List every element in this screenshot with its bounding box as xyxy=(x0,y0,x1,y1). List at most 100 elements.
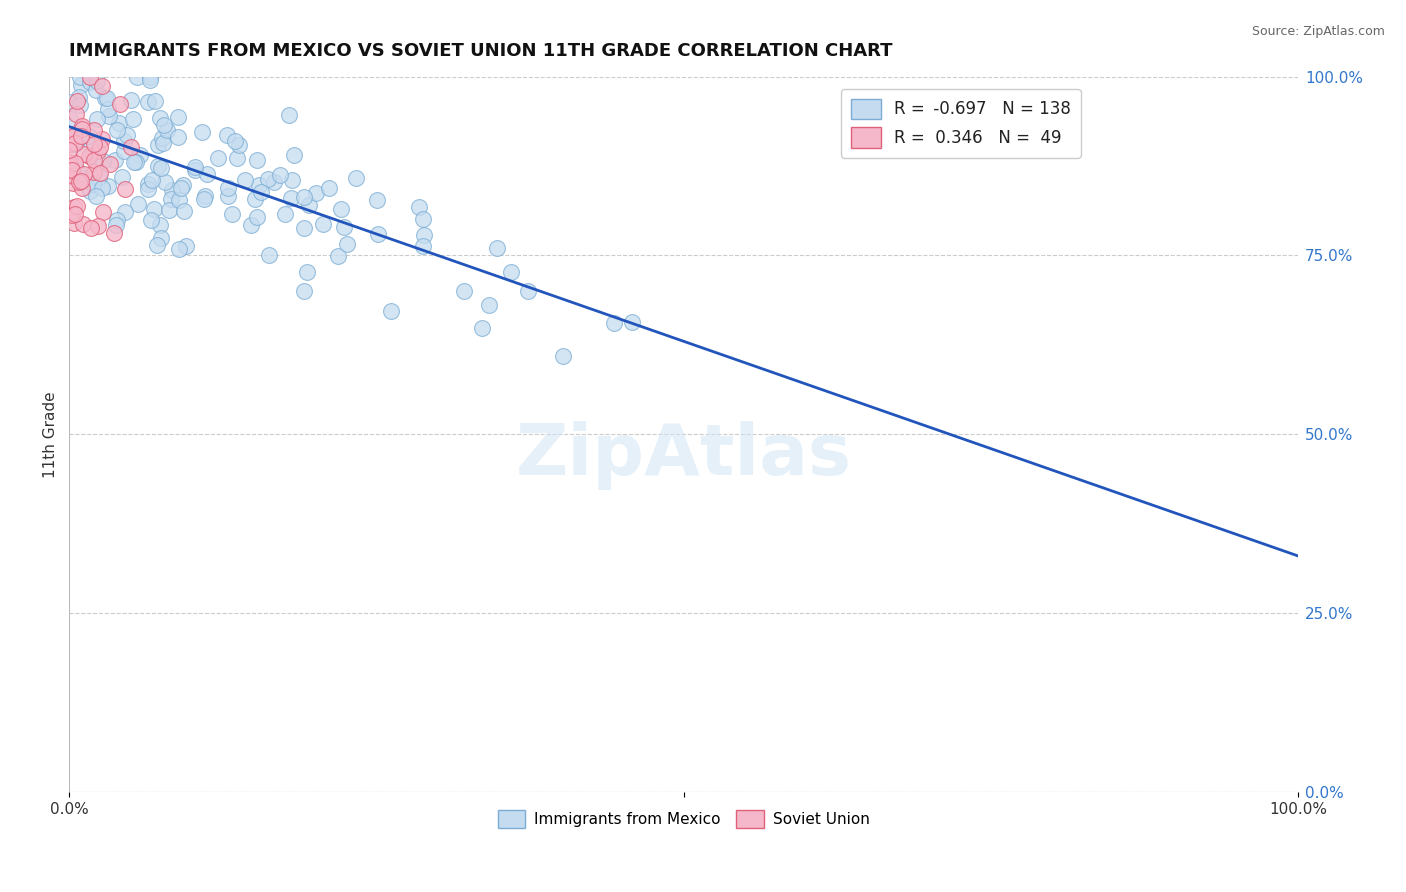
Point xyxy=(173,204,195,219)
Point xyxy=(172,178,194,192)
Point xyxy=(72,167,94,181)
Point xyxy=(195,167,218,181)
Point xyxy=(193,189,215,203)
Point xyxy=(298,198,321,212)
Point xyxy=(471,321,494,335)
Point xyxy=(83,153,105,168)
Point xyxy=(156,122,179,136)
Point xyxy=(108,97,131,112)
Point xyxy=(143,202,166,217)
Point xyxy=(60,204,83,219)
Point xyxy=(70,128,93,143)
Point xyxy=(87,219,110,233)
Point xyxy=(336,237,359,252)
Point xyxy=(193,192,215,206)
Point xyxy=(58,144,80,158)
Point xyxy=(221,207,243,221)
Point xyxy=(59,137,82,152)
Point xyxy=(295,264,318,278)
Point xyxy=(63,200,86,214)
Point xyxy=(149,111,172,125)
Point xyxy=(91,79,114,94)
Point xyxy=(278,108,301,122)
Point xyxy=(69,174,91,188)
Point xyxy=(157,202,180,217)
Point xyxy=(97,109,120,123)
Point xyxy=(146,238,169,252)
Point xyxy=(89,139,111,153)
Point xyxy=(65,155,87,169)
Point xyxy=(138,73,160,87)
Point xyxy=(86,74,108,88)
Point xyxy=(333,220,356,235)
Point xyxy=(112,134,135,148)
Text: ZipAtlas: ZipAtlas xyxy=(516,421,852,491)
Point xyxy=(114,182,136,196)
Point xyxy=(63,207,86,221)
Point xyxy=(115,128,138,142)
Point xyxy=(136,177,159,191)
Point xyxy=(292,220,315,235)
Y-axis label: 11th Grade: 11th Grade xyxy=(44,391,58,477)
Point xyxy=(160,183,183,197)
Point xyxy=(72,121,94,136)
Point xyxy=(127,70,149,84)
Point xyxy=(224,134,246,148)
Point xyxy=(274,207,297,221)
Point xyxy=(217,128,239,142)
Point xyxy=(69,70,91,84)
Point xyxy=(120,140,142,154)
Point xyxy=(80,221,103,235)
Point xyxy=(60,169,83,183)
Point xyxy=(477,298,499,312)
Point xyxy=(72,217,94,231)
Point xyxy=(305,186,328,200)
Point xyxy=(250,185,273,199)
Point xyxy=(603,316,626,330)
Point xyxy=(247,178,270,192)
Point xyxy=(70,181,93,195)
Point xyxy=(67,175,90,189)
Point xyxy=(79,149,101,163)
Point xyxy=(111,170,134,185)
Point xyxy=(149,218,172,232)
Point xyxy=(66,95,89,109)
Point xyxy=(82,177,104,191)
Point xyxy=(263,175,285,189)
Point xyxy=(62,162,84,177)
Point xyxy=(344,170,367,185)
Point xyxy=(63,136,86,151)
Point xyxy=(620,315,643,329)
Point xyxy=(58,95,80,109)
Point xyxy=(79,70,101,84)
Point xyxy=(83,136,105,151)
Point xyxy=(129,147,152,161)
Point xyxy=(367,227,389,241)
Point xyxy=(66,162,89,177)
Point xyxy=(80,138,103,153)
Point xyxy=(136,95,159,110)
Point xyxy=(66,132,89,146)
Point xyxy=(292,284,315,298)
Point xyxy=(79,74,101,88)
Point xyxy=(501,265,523,279)
Point xyxy=(58,154,80,169)
Point xyxy=(105,123,128,137)
Point xyxy=(67,89,90,103)
Point xyxy=(412,239,434,253)
Point xyxy=(412,211,434,226)
Point xyxy=(66,199,89,213)
Point xyxy=(90,181,112,195)
Point xyxy=(124,155,146,169)
Point xyxy=(228,137,250,152)
Point xyxy=(280,191,302,205)
Point xyxy=(62,216,84,230)
Point xyxy=(87,144,110,158)
Point xyxy=(62,136,84,151)
Point xyxy=(176,239,198,253)
Point xyxy=(190,125,212,139)
Point xyxy=(150,131,173,145)
Point xyxy=(60,208,83,222)
Point xyxy=(366,193,388,207)
Point xyxy=(91,154,114,169)
